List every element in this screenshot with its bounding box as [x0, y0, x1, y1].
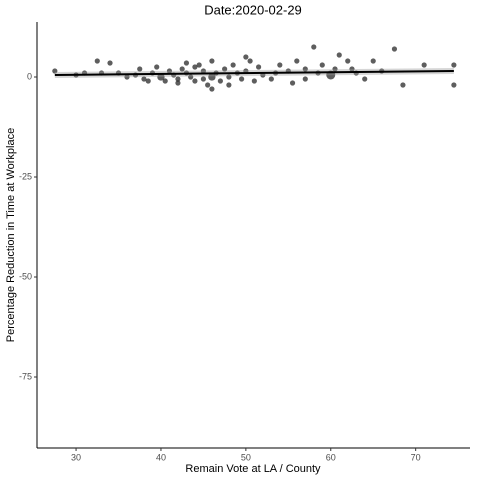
point	[302, 66, 308, 72]
x-axis-title: Remain Vote at LA / County	[185, 463, 321, 475]
point	[188, 74, 194, 80]
point	[107, 60, 113, 66]
point	[196, 62, 202, 68]
point	[247, 58, 253, 64]
point	[226, 74, 232, 80]
point	[209, 58, 215, 64]
point	[157, 73, 165, 81]
point	[145, 78, 151, 84]
point	[226, 82, 232, 88]
x-tick-label: 70	[411, 452, 421, 462]
point	[192, 78, 198, 84]
point	[243, 54, 249, 60]
point	[345, 58, 351, 64]
point	[137, 66, 143, 72]
point	[217, 78, 223, 84]
point	[311, 44, 317, 50]
point	[205, 82, 211, 88]
point	[362, 76, 368, 82]
point	[391, 46, 398, 52]
point	[349, 66, 355, 72]
x-tick-label: 30	[71, 452, 81, 462]
x-tick-label: 40	[156, 452, 166, 462]
y-tick-label: -75	[19, 371, 32, 381]
x-tick-label: 60	[326, 452, 336, 462]
point	[332, 66, 338, 72]
trend-line	[54, 70, 454, 76]
point	[141, 76, 147, 82]
point	[421, 62, 427, 68]
point	[52, 68, 58, 74]
point	[255, 64, 262, 70]
point	[230, 62, 236, 68]
point	[166, 68, 173, 74]
point	[222, 66, 228, 72]
y-tick-label: -50	[19, 271, 32, 281]
point	[302, 76, 308, 82]
point	[294, 58, 300, 64]
point	[179, 66, 185, 72]
point	[208, 73, 216, 81]
y-tick-label: 0	[27, 71, 32, 81]
point	[451, 62, 457, 68]
point	[192, 64, 198, 70]
point	[239, 76, 245, 82]
y-axis-title: Percentage Reduction in Time at Workplac…	[5, 128, 17, 342]
x-tick-label: 50	[241, 452, 251, 462]
point	[451, 82, 457, 88]
point	[289, 80, 296, 86]
chart-title: Date:2020-02-29	[204, 2, 302, 17]
point	[209, 86, 215, 92]
point	[162, 78, 168, 84]
point	[336, 52, 342, 58]
point	[175, 76, 181, 82]
point	[200, 68, 207, 74]
point	[200, 76, 207, 82]
y-tick-label: -25	[19, 171, 32, 181]
point	[319, 62, 325, 68]
point	[94, 58, 100, 64]
point	[124, 74, 130, 80]
point	[277, 62, 283, 68]
point	[400, 82, 406, 88]
point	[183, 60, 190, 66]
point	[268, 76, 274, 82]
point	[175, 80, 181, 86]
point	[154, 64, 160, 70]
point	[370, 58, 376, 64]
point	[251, 78, 257, 84]
